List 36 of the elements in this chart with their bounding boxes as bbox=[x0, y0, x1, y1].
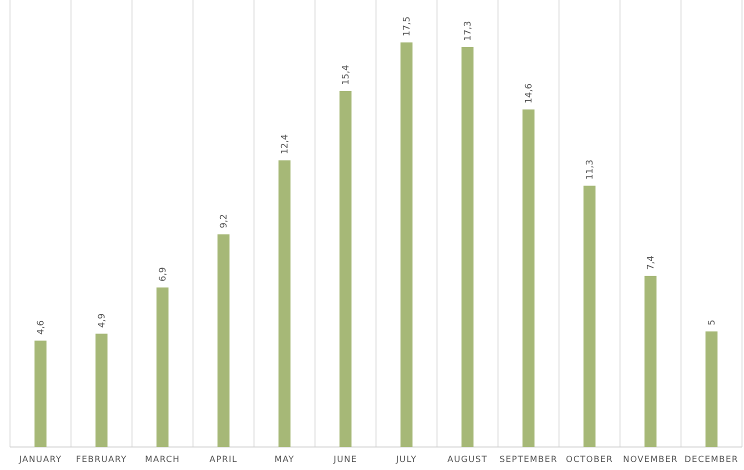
bar bbox=[400, 42, 412, 447]
bar bbox=[644, 276, 656, 447]
bar bbox=[96, 334, 108, 447]
data-label: 7,4 bbox=[646, 255, 656, 270]
bar bbox=[340, 90, 352, 447]
x-tick-label: JANUARY bbox=[18, 455, 62, 465]
data-label: 11,3 bbox=[586, 160, 596, 180]
data-label: 9,2 bbox=[220, 214, 230, 228]
bar bbox=[34, 340, 46, 447]
data-label: 5 bbox=[708, 320, 718, 326]
x-tick-label: MAY bbox=[274, 455, 295, 465]
data-label: 4,6 bbox=[36, 320, 46, 335]
bar bbox=[278, 160, 290, 447]
x-tick-label: NOVEMBER bbox=[623, 455, 678, 465]
bar bbox=[584, 186, 596, 447]
bar bbox=[156, 287, 168, 447]
bar bbox=[462, 47, 474, 447]
x-tick-label: SEPTEMBER bbox=[499, 455, 558, 465]
x-tick-label: DECEMBER bbox=[684, 455, 739, 465]
bar bbox=[706, 331, 718, 447]
x-tick-label: JUNE bbox=[332, 455, 358, 465]
data-label: 6,9 bbox=[158, 266, 168, 282]
data-label: 17,5 bbox=[402, 16, 412, 36]
data-label: 4,9 bbox=[98, 313, 108, 328]
x-tick-label: APRIL bbox=[209, 455, 238, 465]
x-tick-label: MARCH bbox=[145, 455, 180, 465]
data-label: 14,6 bbox=[524, 83, 534, 104]
bar bbox=[218, 234, 230, 447]
x-tick-label: FEBRUARY bbox=[76, 455, 127, 465]
x-tick-label: JULY bbox=[395, 455, 417, 465]
x-tick-label: AUGUST bbox=[447, 455, 488, 465]
data-label: 17,3 bbox=[464, 20, 474, 42]
x-tick-label: OCTOBER bbox=[566, 455, 614, 465]
bar bbox=[522, 109, 534, 447]
data-label: 12,4 bbox=[280, 134, 290, 154]
data-label: 15,4 bbox=[342, 64, 352, 85]
